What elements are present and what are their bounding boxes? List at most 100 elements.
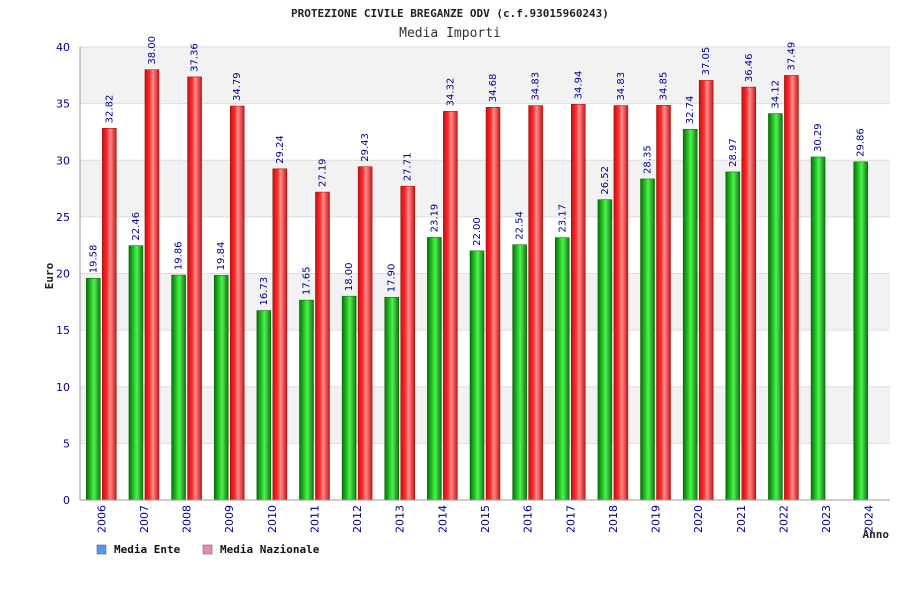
bars bbox=[86, 69, 868, 501]
value-label: 34.12 bbox=[770, 80, 781, 109]
bar-media-ente bbox=[86, 278, 101, 501]
x-tick-label: 2008 bbox=[181, 505, 194, 533]
bar-media-ente bbox=[810, 156, 826, 501]
x-tick-label: 2023 bbox=[820, 505, 833, 533]
y-tick-label: 0 bbox=[63, 494, 70, 507]
value-label: 19.84 bbox=[216, 242, 227, 271]
x-tick-label: 2010 bbox=[266, 505, 279, 533]
value-label: 38.00 bbox=[147, 36, 158, 65]
value-label: 36.46 bbox=[744, 53, 755, 82]
bar-media-ente bbox=[853, 161, 868, 501]
value-label: 29.86 bbox=[856, 128, 867, 157]
legend-swatch-nazionale bbox=[202, 544, 213, 555]
y-tick-label: 30 bbox=[56, 154, 70, 167]
value-label: 19.58 bbox=[88, 245, 99, 274]
value-label: 34.79 bbox=[232, 72, 243, 101]
bar-media-ente bbox=[171, 274, 186, 501]
y-tick-label: 35 bbox=[56, 98, 70, 111]
bar-media-nazionale bbox=[272, 168, 288, 501]
x-tick-label: 2021 bbox=[735, 505, 748, 533]
bar-media-nazionale bbox=[400, 185, 415, 501]
bar-media-ente bbox=[597, 199, 613, 501]
bar-media-nazionale bbox=[528, 105, 543, 501]
bar-media-nazionale bbox=[443, 111, 458, 501]
value-label: 22.46 bbox=[131, 212, 142, 241]
y-tick-label: 15 bbox=[56, 324, 70, 337]
bar-media-ente bbox=[725, 171, 741, 501]
bar-media-ente bbox=[512, 244, 527, 501]
bar-media-ente bbox=[555, 237, 570, 501]
bar-media-nazionale bbox=[229, 105, 245, 501]
value-label: 34.83 bbox=[616, 72, 627, 101]
bar-media-nazionale bbox=[784, 75, 799, 501]
bar-media-nazionale bbox=[656, 105, 671, 501]
bar-media-ente bbox=[469, 250, 485, 501]
value-label: 34.68 bbox=[488, 74, 499, 103]
value-label: 18.00 bbox=[344, 263, 355, 292]
value-label: 32.74 bbox=[685, 96, 696, 125]
value-label: 37.05 bbox=[701, 47, 712, 76]
bar-media-ente bbox=[768, 113, 783, 501]
value-labels: 19.58 32.82 22.46 38.00 19.86 37.36 19.84 34.79… bbox=[88, 36, 866, 306]
x-tick-label: 2014 bbox=[436, 505, 449, 533]
bar-media-nazionale bbox=[613, 105, 629, 501]
bar-media-nazionale bbox=[187, 76, 202, 501]
legend-swatch-ente bbox=[96, 544, 107, 555]
y-tick-label: 40 bbox=[56, 41, 70, 54]
bar-media-nazionale bbox=[102, 128, 117, 501]
value-label: 28.35 bbox=[643, 145, 654, 174]
x-axis-ticks: 2006 2007 2008 2009 2010 2011 2012 2013 2014 2015… bbox=[95, 505, 875, 533]
value-label: 30.29 bbox=[813, 123, 824, 152]
x-axis-label: Anno bbox=[863, 528, 890, 541]
value-label: 34.83 bbox=[531, 72, 542, 101]
value-label: 37.36 bbox=[190, 43, 201, 72]
x-tick-label: 2012 bbox=[351, 505, 364, 533]
x-tick-label: 2022 bbox=[777, 505, 790, 533]
bar-media-nazionale bbox=[485, 106, 501, 501]
bar-media-ente bbox=[299, 299, 314, 501]
value-label: 17.65 bbox=[301, 266, 312, 295]
x-tick-label: 2013 bbox=[394, 505, 407, 533]
x-tick-label: 2018 bbox=[607, 505, 620, 533]
y-tick-label: 20 bbox=[56, 268, 70, 281]
legend: Media Ente Media Nazionale bbox=[96, 543, 320, 556]
bar-media-nazionale bbox=[698, 80, 714, 501]
x-tick-label: 2015 bbox=[479, 505, 492, 533]
x-tick-label: 2011 bbox=[308, 505, 321, 533]
y-tick-label: 10 bbox=[56, 381, 70, 394]
bar-media-nazionale bbox=[357, 166, 373, 501]
bar-media-ente bbox=[384, 297, 399, 501]
value-label: 27.71 bbox=[403, 153, 414, 182]
x-tick-label: 2016 bbox=[522, 505, 535, 533]
y-tick-label: 25 bbox=[56, 211, 70, 224]
x-tick-label: 2006 bbox=[95, 505, 108, 533]
bar-media-ente bbox=[640, 178, 655, 501]
bar-media-ente bbox=[128, 245, 144, 501]
chart-subtitle: Media Importi bbox=[399, 26, 501, 41]
value-label: 28.97 bbox=[728, 138, 739, 167]
value-label: 37.49 bbox=[786, 42, 797, 71]
value-label: 22.54 bbox=[515, 211, 526, 240]
value-label: 17.90 bbox=[387, 264, 398, 293]
value-label: 19.86 bbox=[174, 241, 185, 270]
x-tick-label: 2024 bbox=[863, 505, 876, 533]
value-label: 26.52 bbox=[600, 166, 611, 195]
value-label: 34.85 bbox=[659, 72, 670, 101]
x-tick-label: 2009 bbox=[223, 505, 236, 533]
x-tick-label: 2017 bbox=[564, 505, 577, 533]
bar-media-nazionale bbox=[315, 191, 330, 501]
bar-media-nazionale bbox=[571, 104, 586, 501]
value-label: 16.73 bbox=[259, 277, 270, 306]
value-label: 29.43 bbox=[360, 133, 371, 162]
value-label: 22.00 bbox=[472, 217, 483, 246]
value-label: 34.32 bbox=[445, 78, 456, 107]
value-label: 27.19 bbox=[317, 158, 328, 187]
chart-title: PROTEZIONE CIVILE BREGANZE ODV (c.f.9301… bbox=[291, 7, 609, 20]
bar-media-nazionale bbox=[144, 69, 160, 501]
bar-media-ente bbox=[341, 295, 357, 501]
bar-media-ente bbox=[213, 275, 229, 501]
legend-label-nazionale: Media Nazionale bbox=[220, 543, 320, 556]
x-tick-label: 2020 bbox=[692, 505, 705, 533]
y-tick-label: 5 bbox=[63, 437, 70, 450]
